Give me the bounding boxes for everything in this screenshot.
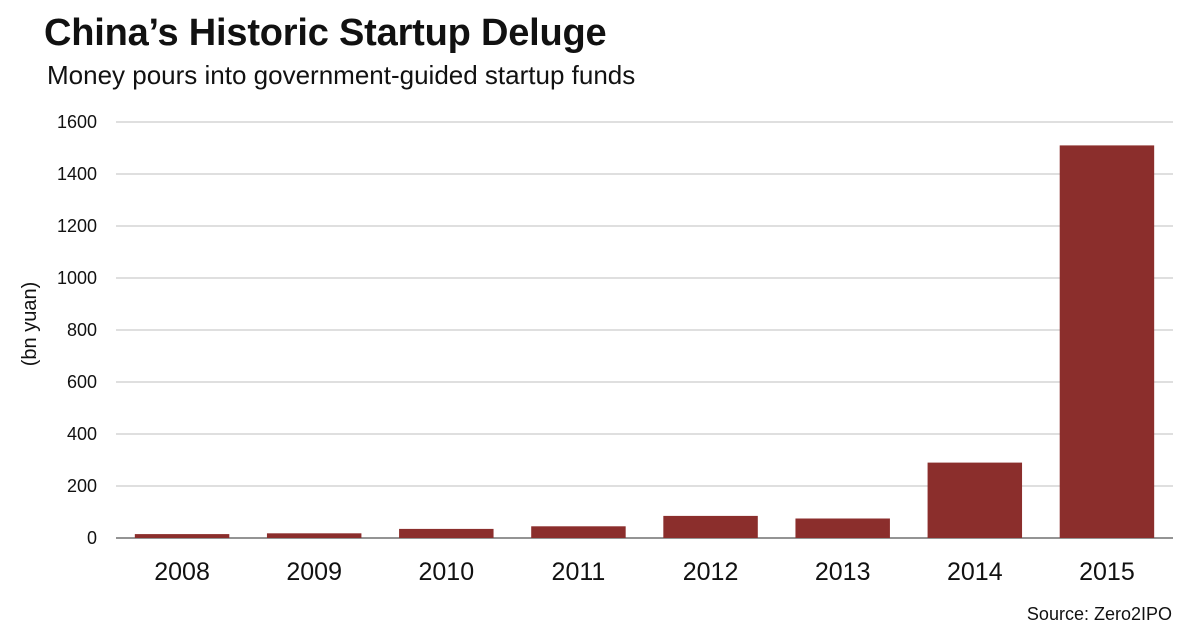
y-axis-ticks: 0 200 400 600 800 1000 1200 1400 1600 [57, 112, 97, 548]
chart-title: China’s Historic Startup Deluge [44, 12, 607, 54]
x-tick-label: 2012 [683, 558, 739, 586]
y-axis-label: (bn yuan) [19, 282, 41, 367]
bar-2008 [134, 534, 230, 538]
x-tick-label: 2008 [154, 558, 210, 586]
x-tick-label: 2014 [947, 558, 1003, 586]
y-tick-label: 600 [67, 372, 97, 392]
chart-subtitle: Money pours into government-guided start… [47, 60, 636, 90]
bars [134, 145, 1155, 538]
x-tick-label: 2013 [815, 558, 871, 586]
bar-2012 [663, 515, 758, 538]
x-axis-ticks: 2008 2009 2010 2011 2012 2013 2014 2015 [154, 558, 1135, 586]
bar-2014 [927, 462, 1023, 538]
y-tick-label: 1000 [57, 268, 97, 288]
bar-2011 [531, 526, 626, 538]
source-note: Source: Zero2IPO [1026, 604, 1172, 624]
y-tick-label: 1400 [57, 164, 97, 184]
x-tick-label: 2009 [286, 558, 342, 586]
y-tick-label: 1200 [57, 216, 97, 236]
x-tick-label: 2010 [419, 558, 475, 586]
bar-2015 [1059, 145, 1155, 538]
bar-2010 [399, 528, 494, 538]
y-tick-label: 800 [67, 320, 97, 340]
x-tick-label: 2011 [552, 558, 606, 586]
y-tick-label: 400 [67, 424, 97, 444]
y-tick-label: 1600 [57, 112, 97, 132]
y-tick-label: 0 [87, 528, 97, 548]
bar-2009 [266, 533, 362, 538]
y-tick-label: 200 [67, 476, 97, 496]
bar-2013 [795, 518, 890, 538]
x-tick-label: 2015 [1079, 558, 1135, 586]
